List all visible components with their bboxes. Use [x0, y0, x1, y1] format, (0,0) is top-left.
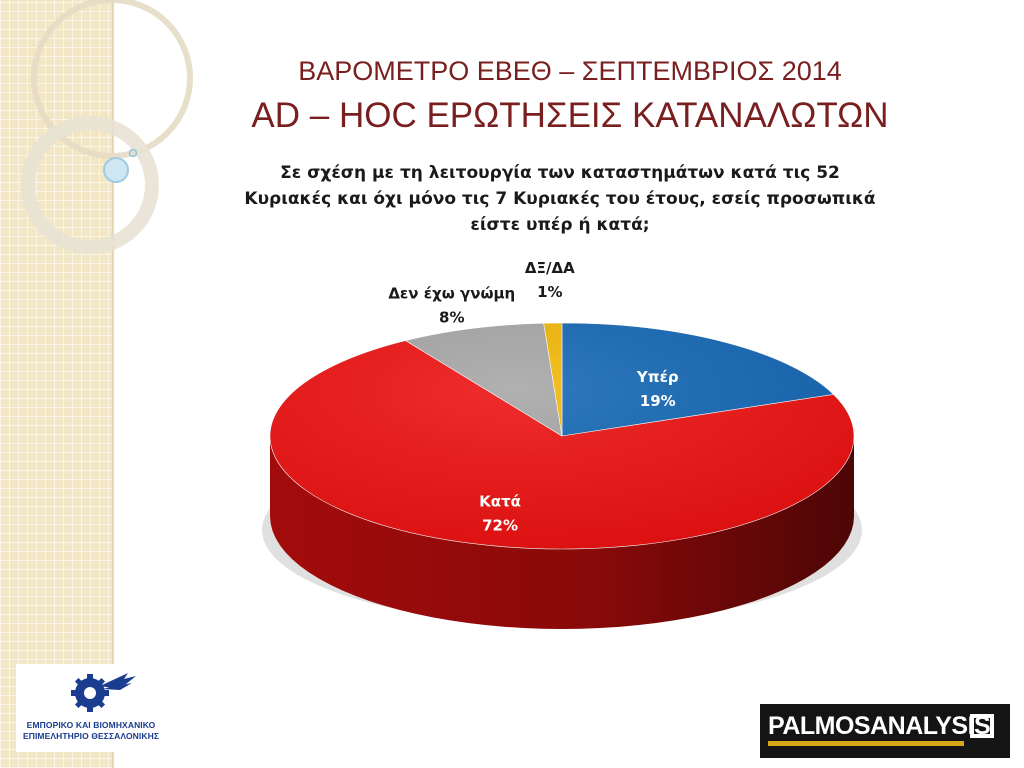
question-line: είστε υπέρ ή κατά; [470, 215, 650, 235]
pie-labels: Υπέρ 19% Κατά 72% Δεν έχω γνώμη 8% ΔΞ/ΔΑ 1% [388, 259, 679, 535]
logo-strip [768, 741, 964, 746]
chamber-name-line: ΕΜΠΟΡΙΚΟ ΚΑΙ ΒΙΟΜΗΧΑΝΙΚΟ [26, 720, 156, 730]
slice-label-value: 1% [537, 283, 562, 301]
pie-top-shine [270, 323, 854, 549]
logo-square-icon [970, 714, 994, 738]
chamber-name-line: ΕΠΙΜΕΛΗΤΗΡΙΟ ΘΕΣΣΑΛΟΝΙΚΗΣ [22, 731, 160, 741]
palmos-analysis-logo: PALMOSANALYSIS [760, 704, 1010, 758]
slice-label-value: 19% [640, 392, 676, 410]
page-subtitle: AD – HOC ΕΡΩΤΗΣΕΙΣ ΚΑΤΑΝΑΛΩΤΩΝ [251, 96, 889, 135]
slice-label-value: 72% [482, 517, 518, 535]
survey-question: Σε σχέση με τη λειτουργία των καταστημάτ… [232, 160, 888, 238]
slice-label-name: ΔΞ/ΔΑ [525, 259, 575, 277]
chamber-emblem-icon [71, 673, 136, 712]
chamber-logo: ΕΜΠΟΡΙΚΟ ΚΑΙ ΒΙΟΜΗΧΑΝΙΚΟ ΕΠΙΜΕΛΗΤΗΡΙΟ ΘΕ… [16, 664, 166, 752]
question-line: Κυριακές και όχι μόνο τις 7 Κυριακές του… [244, 189, 876, 209]
slice-label-name: Κατά [479, 493, 521, 511]
pie-side-shade [270, 436, 854, 629]
pie-sides [270, 436, 854, 629]
slice-label-name: Δεν έχω γνώμη [388, 285, 515, 303]
page-title: ΒΑΡΟΜΕΤΡΟ ΕΒΕΘ – ΣΕΠΤΕΜΒΡΙΟΣ 2014 [298, 56, 842, 86]
sidebar-divider [112, 0, 115, 768]
question-line: Σε σχέση με τη λειτουργία των καταστημάτ… [280, 163, 840, 183]
slice-label-value: 8% [439, 309, 464, 327]
palmos-analysis-wordmark: PALMOSANALYSIS [768, 712, 991, 740]
slice-label-name: Υπέρ [636, 368, 679, 386]
